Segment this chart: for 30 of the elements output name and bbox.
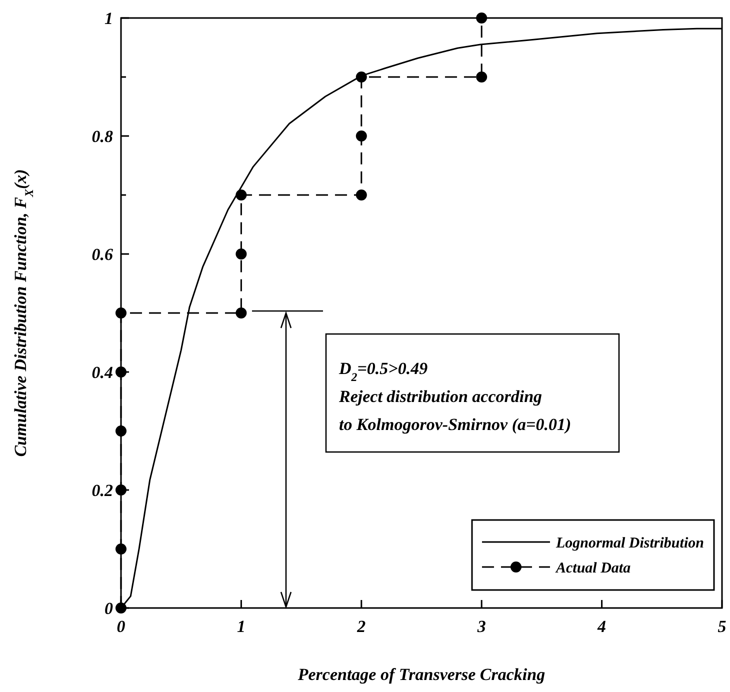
y-tick-label: 0.4: [92, 362, 113, 382]
x-tick-label: 4: [596, 617, 606, 636]
point: [236, 190, 247, 200]
point: [476, 72, 488, 82]
point: [356, 190, 367, 200]
y-tick-label: 1: [104, 8, 113, 28]
point: [116, 544, 126, 554]
x-tick-label: 3: [476, 617, 486, 636]
point: [236, 248, 247, 260]
point: [116, 484, 126, 496]
point: [356, 72, 367, 82]
point: [116, 426, 126, 436]
x-tick-label: 2: [356, 617, 366, 636]
point: [116, 366, 126, 378]
y-tick-label: 0.6: [92, 244, 114, 264]
x-tick-label: 1: [236, 617, 246, 636]
point: [236, 308, 247, 318]
point: [476, 12, 488, 24]
x-tick-label: 5: [718, 617, 727, 636]
y-tick-label: 0.2: [92, 480, 114, 500]
x-tick-label: 0: [116, 617, 126, 636]
y-tick-label: 0.8: [92, 126, 114, 146]
legend-label: Lognormal Distribution: [555, 535, 704, 552]
point: [116, 308, 126, 318]
y-tick-label: 0: [104, 598, 114, 618]
legend-label: Actual Data: [555, 560, 632, 576]
point: [356, 130, 367, 142]
point: [116, 602, 126, 614]
annotation: D$_{2}$=0.5>0.49 Reject distribution according to Kolmogorov-Smirnov (a=0.01): [338, 359, 572, 434]
x-axis-title: Percentage of Transverse Cracking: [296, 665, 546, 684]
